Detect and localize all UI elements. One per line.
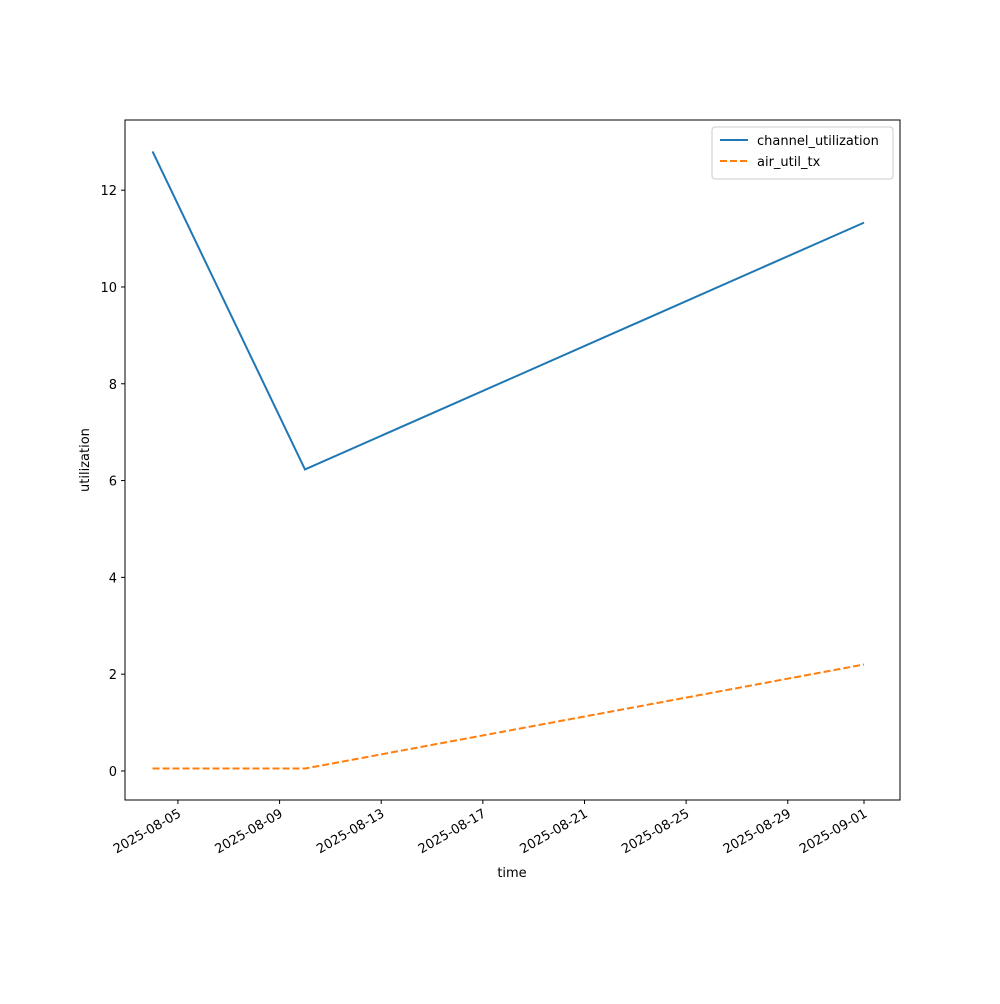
series-line (151, 151, 865, 471)
y-axis-label: utilization (78, 428, 93, 492)
legend-box (711, 126, 894, 180)
y-tick-label: 0 (109, 765, 117, 780)
y-tick-label: 4 (109, 571, 117, 586)
y-tick-label: 12 (100, 184, 117, 199)
plot-frame (124, 119, 901, 801)
series-line (152, 663, 865, 770)
y-tick-label: 10 (100, 281, 117, 296)
legend-label: channel_utilization (757, 134, 879, 149)
y-tick-label: 6 (109, 475, 117, 490)
x-axis-label: time (497, 866, 526, 881)
legend-label: air_util_tx (757, 155, 821, 170)
y-tick-label: 8 (109, 378, 117, 393)
y-tick-label: 2 (109, 668, 117, 683)
